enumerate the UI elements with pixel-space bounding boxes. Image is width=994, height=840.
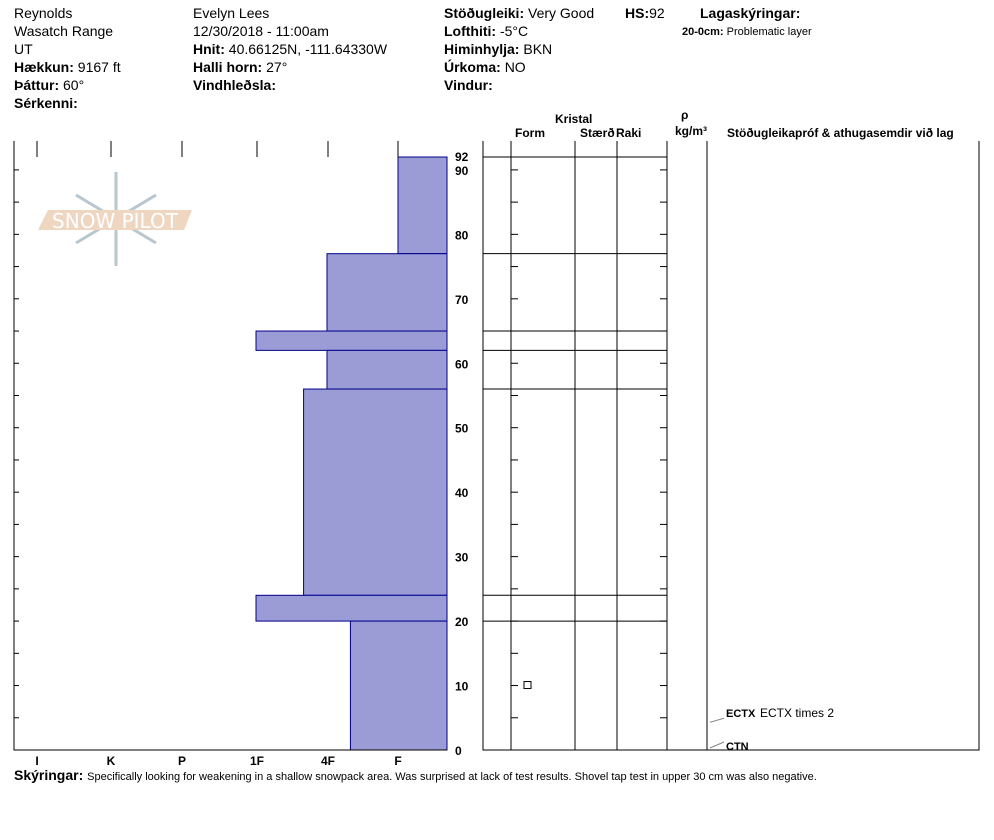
size-header: Stærð [580, 126, 615, 140]
datetime: 12/30/2018 - 11:00am [193, 23, 329, 39]
features: Sérkenni: [14, 95, 78, 111]
precipitation: Úrkoma: NO [444, 59, 526, 75]
hs: HS:92 [625, 5, 665, 21]
hardness-tick-label: 4F [321, 754, 335, 768]
layer-table-frame [482, 141, 980, 751]
snow-pilot-logo: SNOW PILOT [38, 172, 192, 266]
density-unit-header: kg/m³ [675, 124, 708, 138]
hardness-layer-bar [349, 620, 448, 751]
test-code: CTN [726, 741, 749, 753]
stability: Stöðugleiki: Very Good [444, 5, 595, 21]
hardness-layer-bar [303, 388, 448, 596]
hardness-layer-bar [397, 156, 448, 255]
depth-tick-label: 10 [455, 680, 469, 694]
wind: Vindur: [444, 77, 493, 93]
layer-notes-title: Lagaskýringar: [700, 5, 801, 21]
rho-header: ρ [681, 108, 689, 122]
hardness-tick-label: F [394, 754, 401, 768]
aspect: Þáttur: 60° [14, 77, 85, 93]
form-header: Form [515, 126, 545, 140]
elevation: Hækkun: 9167 ft [14, 59, 121, 75]
hardness-layer-bar [326, 349, 448, 390]
hardness-layer-bar [326, 253, 448, 332]
hardness-layer-bar [255, 594, 448, 622]
svg-text:SNOW PILOT: SNOW PILOT [52, 209, 179, 233]
hardness-tick-label: K [107, 754, 116, 768]
test-code: ECTX [726, 708, 756, 720]
tests-header: Stöðugleikapróf & athugasemdir við lag [727, 126, 954, 140]
test-arrow [709, 741, 725, 749]
depth-tick-label: 40 [455, 486, 469, 500]
depth-tick-label: 90 [455, 164, 469, 178]
slope: Halli horn: 27° [193, 59, 288, 75]
depth-tick-label: 80 [455, 228, 469, 242]
test-arrow [709, 717, 725, 723]
comments: Skýringar: Specifically looking for weak… [14, 767, 817, 783]
depth-tick-label: 30 [455, 551, 469, 565]
location: Reynolds [14, 5, 73, 21]
depth-tick-label: 20 [455, 615, 469, 629]
depth-top-label: 92 [455, 150, 469, 164]
hardness-layer-bar [255, 330, 448, 351]
range: Wasatch Range [14, 23, 114, 39]
hardness-tick-label: P [178, 754, 186, 768]
wind-loading: Vindhleðsla: [193, 77, 276, 93]
grain-form-marker [523, 681, 532, 690]
depth-tick-label: 0 [455, 744, 462, 758]
crystal-header: Kristal [555, 112, 593, 126]
coords: Hnit: 40.66125N, -111.64330W [193, 41, 388, 57]
hardness-tick-label: I [35, 754, 38, 768]
state: UT [14, 41, 33, 57]
depth-tick-label: 60 [455, 357, 469, 371]
depth-tick-label: 70 [455, 293, 469, 307]
hardness-tick-label: 1F [250, 754, 264, 768]
observer: Evelyn Lees [193, 5, 270, 21]
test-comment: ECTX times 2 [760, 706, 834, 720]
air-temp: Lofthiti: -5°C [444, 23, 529, 39]
sky-cover: Himinhylja: BKN [444, 41, 553, 57]
depth-tick-label: 50 [455, 422, 469, 436]
moisture-header: Raki [616, 126, 642, 140]
layer-note: 20-0cm: Problematic layer [682, 26, 812, 38]
